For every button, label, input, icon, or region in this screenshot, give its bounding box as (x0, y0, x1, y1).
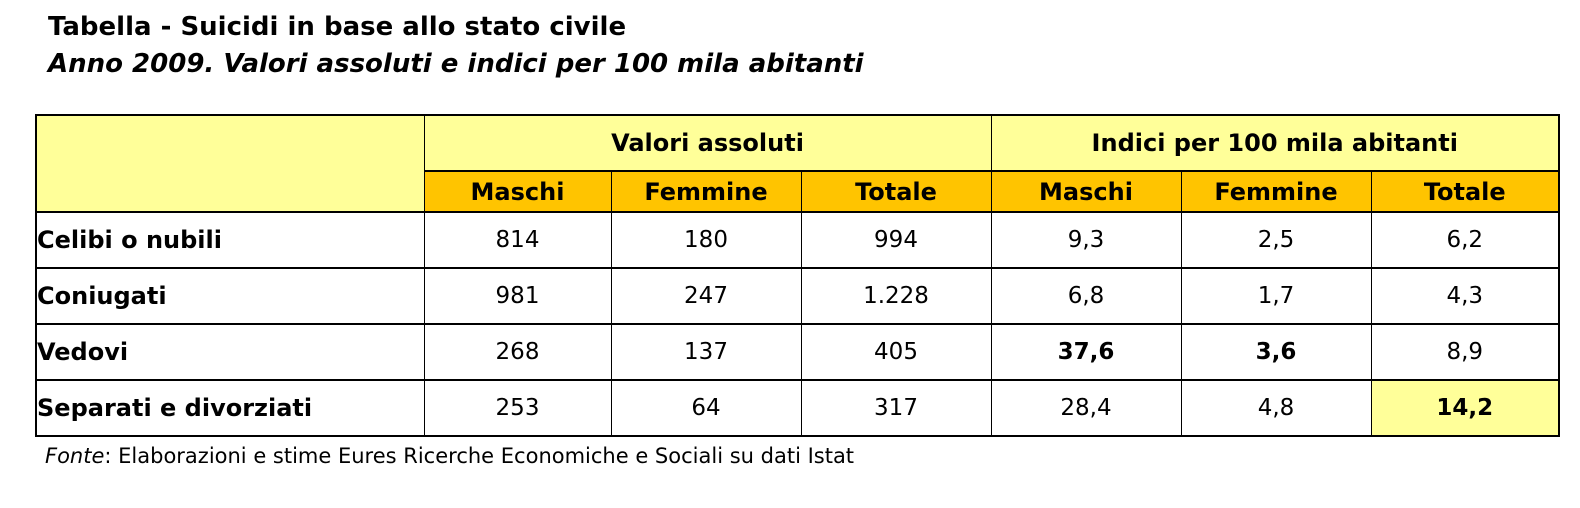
column-header-indici-totale: Totale (1370, 170, 1560, 214)
data-cell: 994 (800, 211, 992, 270)
suicides-by-civil-status-table: Valori assoluti Indici per 100 mila abit… (35, 114, 1560, 438)
data-cell: 268 (423, 323, 612, 382)
data-cell: 8,9 (1370, 323, 1560, 382)
corner-cell (35, 114, 425, 214)
data-cell: 253 (423, 379, 612, 438)
row-label: Vedovi (35, 323, 425, 382)
data-cell: 1,7 (1180, 267, 1372, 326)
data-cell: 9,3 (990, 211, 1182, 270)
data-cell-emphasized: 3,6 (1180, 323, 1372, 382)
data-cell-highlighted: 14,2 (1370, 379, 1560, 438)
row-label: Celibi o nubili (35, 211, 425, 270)
data-cell: 317 (800, 379, 992, 438)
data-cell: 1.228 (800, 267, 992, 326)
group-header-indici: Indici per 100 mila abitanti (990, 114, 1560, 173)
group-header-row: Valori assoluti Indici per 100 mila abit… (35, 114, 1560, 214)
data-cell: 814 (423, 211, 612, 270)
table-row-celibi: Celibi o nubili 814 180 994 9,3 2,5 6,2 (35, 211, 1560, 270)
page: Tabella - Suicidi in base allo stato civ… (35, 12, 1560, 468)
data-cell: 6,2 (1370, 211, 1560, 270)
data-cell: 64 (610, 379, 802, 438)
data-cell: 981 (423, 267, 612, 326)
column-header-indici-femmine: Femmine (1180, 170, 1372, 214)
data-cell: 6,8 (990, 267, 1182, 326)
data-cell: 405 (800, 323, 992, 382)
data-cell: 28,4 (990, 379, 1182, 438)
data-cell-emphasized: 37,6 (990, 323, 1182, 382)
data-cell: 2,5 (1180, 211, 1372, 270)
column-header-indici-maschi: Maschi (990, 170, 1182, 214)
page-title: Tabella - Suicidi in base allo stato civ… (48, 12, 627, 42)
source-text: : Elaborazioni e stime Eures Ricerche Ec… (104, 444, 855, 469)
column-header-row: Maschi Femmine Totale Maschi Femmine Tot… (36, 170, 1560, 214)
page-subtitle: Anno 2009. Valori assoluti e indici per … (48, 49, 864, 80)
column-header-valori-femmine: Femmine (610, 170, 802, 214)
data-cell: 180 (610, 211, 802, 270)
data-cell: 4,8 (1180, 379, 1372, 438)
source-note: Fonte: Elaborazioni e stime Eures Ricerc… (45, 444, 1560, 468)
group-header-valori-assoluti: Valori assoluti (423, 114, 992, 173)
row-label: Coniugati (35, 267, 425, 326)
column-header-valori-totale: Totale (800, 170, 992, 214)
table-row-vedovi: Vedovi 268 137 405 37,6 3,6 8,9 (35, 323, 1560, 382)
data-cell: 137 (610, 323, 802, 382)
data-cell: 247 (610, 267, 802, 326)
source-label: Fonte (45, 444, 105, 469)
column-header-valori-maschi: Maschi (423, 170, 612, 214)
data-cell: 4,3 (1370, 267, 1560, 326)
table-row-separati: Separati e divorziati 253 64 317 28,4 4,… (35, 379, 1560, 438)
row-label: Separati e divorziati (35, 379, 425, 438)
table-row-coniugati: Coniugati 981 247 1.228 6,8 1,7 4,3 (35, 267, 1560, 326)
